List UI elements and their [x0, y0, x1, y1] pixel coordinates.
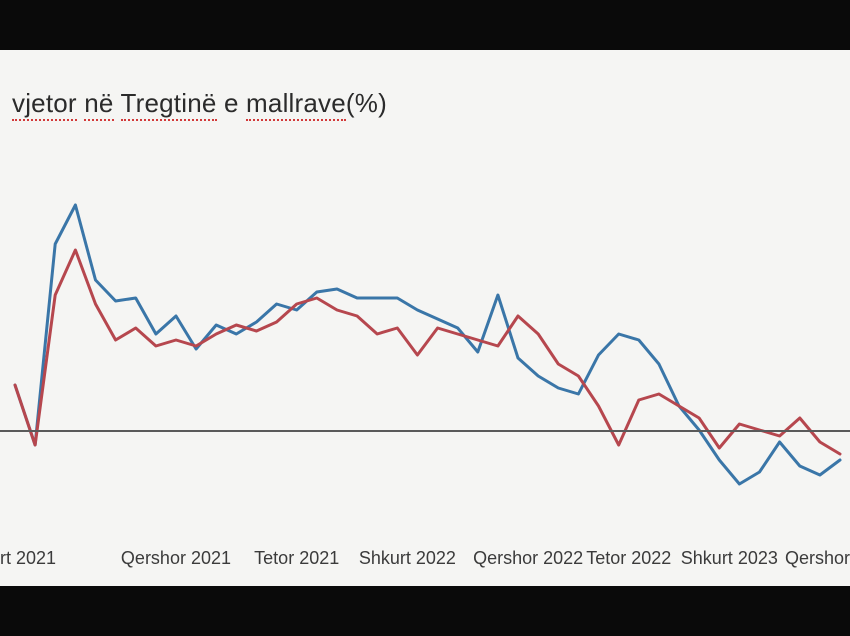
x-tick-label: Qershor 2021 — [121, 548, 231, 569]
title-word: Tregtinë — [121, 88, 217, 121]
chart-area — [0, 150, 850, 530]
series-red — [15, 250, 840, 454]
chart-title: vjetor në Tregtinë e mallrave(%) — [12, 88, 387, 119]
x-tick-label: Shkurt 2023 — [681, 548, 778, 569]
line-plot — [0, 150, 850, 530]
x-axis-labels: rt 2021 Qershor 2021 Tetor 2021 Shkurt 2022… — [0, 548, 850, 578]
title-word: e — [217, 88, 247, 118]
zero-baseline — [0, 430, 850, 432]
x-tick-label: Qershor 2022 — [473, 548, 583, 569]
x-tick-label: rt 2021 — [0, 548, 56, 569]
title-word: (%) — [346, 88, 387, 118]
x-tick-label: Shkurt 2022 — [359, 548, 456, 569]
chart-panel: vjetor në Tregtinë e mallrave(%) rt 2021… — [0, 50, 850, 586]
x-tick-label: Tetor 2022 — [586, 548, 671, 569]
title-word: në — [84, 88, 113, 121]
x-tick-label: Qershor — [785, 548, 850, 569]
title-word — [114, 88, 121, 118]
title-word: mallrave — [246, 88, 346, 121]
title-word: vjetor — [12, 88, 77, 121]
x-tick-label: Tetor 2021 — [254, 548, 339, 569]
